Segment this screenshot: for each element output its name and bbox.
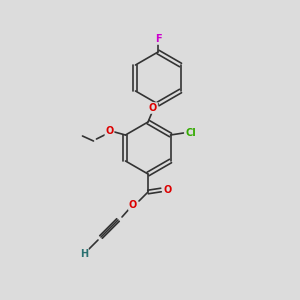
Text: F: F (155, 34, 161, 44)
Text: O: O (164, 185, 172, 195)
Text: H: H (80, 249, 88, 259)
Text: O: O (129, 200, 137, 210)
Text: O: O (149, 103, 157, 113)
Text: O: O (105, 126, 114, 136)
Text: Cl: Cl (185, 128, 196, 138)
